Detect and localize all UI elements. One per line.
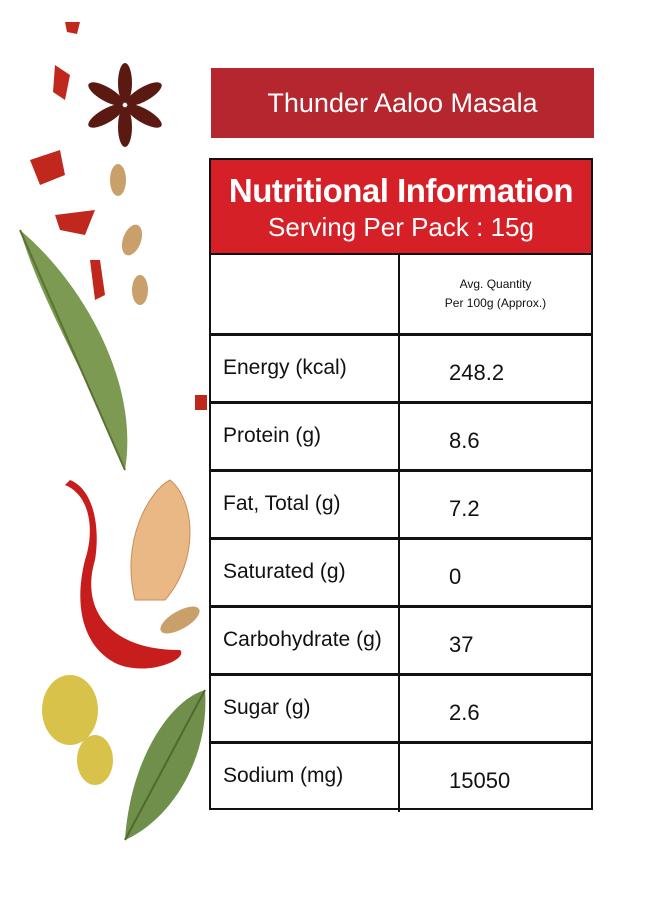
nutrient-row: Energy (kcal) 248.2: [211, 336, 591, 404]
nutrient-value: 8.6: [449, 428, 480, 453]
subheading: Serving Per Pack : 15g: [268, 212, 534, 242]
nutrient-name: Sugar (g): [223, 696, 311, 719]
nutrient-value: 0: [449, 564, 462, 589]
garlic: [130, 479, 191, 601]
column-divider: [398, 608, 400, 673]
column-header-line: Avg. Quantity: [459, 277, 532, 291]
nutrient-row: Protein (g) 8.6: [211, 404, 591, 472]
column-divider: [398, 676, 400, 741]
column-header: Avg. Quantity Per 100g (Approx.): [400, 275, 591, 313]
fenugreek: [42, 675, 113, 785]
heading: Nutritional Information: [228, 172, 574, 209]
nutrient-name: Energy (kcal): [223, 356, 347, 379]
product-title: Thunder Aaloo Masala: [211, 68, 594, 138]
column-divider: [398, 255, 400, 333]
nutrient-row: Sugar (g) 2.6: [211, 676, 591, 744]
nutrient-name: Sodium (mg): [223, 764, 344, 787]
seeds: [110, 164, 200, 634]
nutrient-name: Fat, Total (g): [223, 492, 341, 515]
spice-illustration: [19, 22, 207, 841]
chili-flakes: [30, 22, 207, 410]
nutrient-value: 37: [449, 632, 474, 657]
nutrient-value: 15050: [449, 768, 511, 793]
nutrient-row: Saturated (g) 0: [211, 540, 591, 608]
nutrient-row: Fat, Total (g) 7.2: [211, 472, 591, 540]
nutrient-row: Carbohydrate (g) 37: [211, 608, 591, 676]
chili: [65, 480, 182, 669]
nutrient-value: 7.2: [449, 496, 480, 521]
nutrient-value: 248.2: [449, 360, 505, 385]
nutrient-name: Protein (g): [223, 424, 322, 447]
nutrient-row: Sodium (mg) 15050: [211, 744, 591, 812]
table-heading: Nutritional Information Serving Per Pack…: [211, 160, 591, 255]
column-divider: [398, 540, 400, 605]
column-divider: [398, 404, 400, 469]
column-divider: [398, 744, 400, 812]
nutrition-table: Nutritional Information Serving Per Pack…: [209, 158, 593, 812]
nutrient-value: 2.6: [449, 700, 480, 725]
nutrient-name: Saturated (g): [223, 560, 346, 583]
nutrient-name: Carbohydrate (g): [223, 628, 382, 651]
column-divider: [398, 472, 400, 537]
leaf-vein: [19, 229, 126, 471]
column-divider: [398, 336, 400, 401]
star-anise: [88, 63, 162, 147]
leaf-vein: [124, 689, 206, 841]
column-header-line: Per 100g (Approx.): [444, 296, 547, 310]
column-header-row: Avg. Quantity Per 100g (Approx.): [211, 255, 591, 336]
